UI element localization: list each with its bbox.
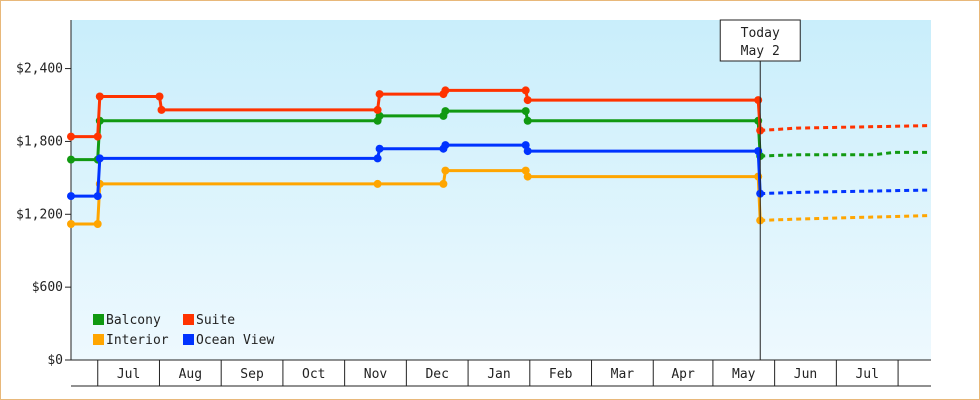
legend-swatch xyxy=(183,314,194,325)
y-tick-label: $1,800 xyxy=(16,134,63,149)
data-point xyxy=(375,144,384,153)
data-point xyxy=(754,96,763,105)
x-tick-label: Jun xyxy=(794,367,817,382)
today-date-label: May 2 xyxy=(741,44,780,59)
data-point xyxy=(95,154,104,163)
data-point xyxy=(155,92,164,101)
series-forecast-line xyxy=(760,214,932,222)
today-box xyxy=(719,19,801,62)
data-point xyxy=(93,220,102,228)
y-axis: $0 $600 $1,200 $1,800 $2,400 xyxy=(16,20,72,368)
x-tick-label: Feb xyxy=(549,367,573,382)
series-layer xyxy=(67,86,932,228)
legend-label: Ocean View xyxy=(196,333,274,348)
legend-item: Suite xyxy=(183,313,235,328)
data-point xyxy=(95,92,104,101)
legend-label: Suite xyxy=(196,313,235,328)
plot-area xyxy=(71,20,931,360)
x-tick-label: Sep xyxy=(240,367,264,382)
data-point xyxy=(93,192,102,201)
data-point xyxy=(441,166,450,175)
legend-item: Interior xyxy=(93,333,169,348)
data-point xyxy=(373,105,382,114)
y-tick-label: $600 xyxy=(32,280,63,295)
data-point xyxy=(67,132,75,141)
y-tick-label: $2,400 xyxy=(16,62,63,77)
x-tick-label: Nov xyxy=(364,367,388,382)
series-forecast-line xyxy=(760,188,932,196)
y-tick-label: $1,200 xyxy=(16,207,63,222)
series-interior xyxy=(67,166,932,228)
data-point xyxy=(373,179,382,188)
data-point xyxy=(67,155,75,164)
series-forecast-line xyxy=(760,124,932,132)
x-tick-label: Mar xyxy=(611,367,635,382)
data-point xyxy=(375,90,384,99)
data-point xyxy=(523,96,532,105)
x-axis: Jul Aug Sep Oct Nov Dec Jan Feb Mar Apr May Jun Jul xyxy=(71,359,931,387)
data-point xyxy=(523,147,532,156)
data-point xyxy=(521,107,530,116)
x-tick-label: Jul xyxy=(855,367,878,382)
x-tick-label: Jul xyxy=(117,367,140,382)
today-label: Today xyxy=(741,26,780,41)
legend-label: Interior xyxy=(106,333,169,348)
x-tick-label: May xyxy=(732,367,756,382)
today-marker: Today May 2 xyxy=(719,19,801,360)
data-point xyxy=(754,147,763,156)
series-forecast-line xyxy=(760,150,931,158)
x-tick-label: Apr xyxy=(671,367,695,382)
legend-item: Balcony xyxy=(93,313,161,328)
y-tick-label: $0 xyxy=(47,353,63,368)
x-tick-label: Dec xyxy=(425,367,448,382)
legend-item: Ocean View xyxy=(183,333,274,348)
legend: Balcony Suite Interior Ocean View xyxy=(93,313,274,348)
data-point xyxy=(439,179,448,188)
data-point xyxy=(441,107,450,116)
data-point xyxy=(157,105,166,114)
data-point xyxy=(523,172,532,181)
legend-label: Balcony xyxy=(106,313,161,328)
data-point xyxy=(93,132,102,141)
legend-swatch xyxy=(93,314,104,325)
data-point xyxy=(441,86,450,95)
series-ocean-view xyxy=(67,141,932,201)
data-point xyxy=(67,220,75,228)
x-tick-label: Jan xyxy=(487,367,510,382)
data-point xyxy=(441,141,450,150)
data-point xyxy=(521,86,530,95)
data-point xyxy=(373,154,382,163)
series-line xyxy=(71,169,762,226)
data-point xyxy=(67,192,75,201)
legend-swatch xyxy=(93,334,104,345)
x-tick-label: Oct xyxy=(302,367,325,382)
data-point xyxy=(523,116,532,125)
x-tick-label: Aug xyxy=(179,367,202,382)
legend-swatch xyxy=(183,334,194,345)
